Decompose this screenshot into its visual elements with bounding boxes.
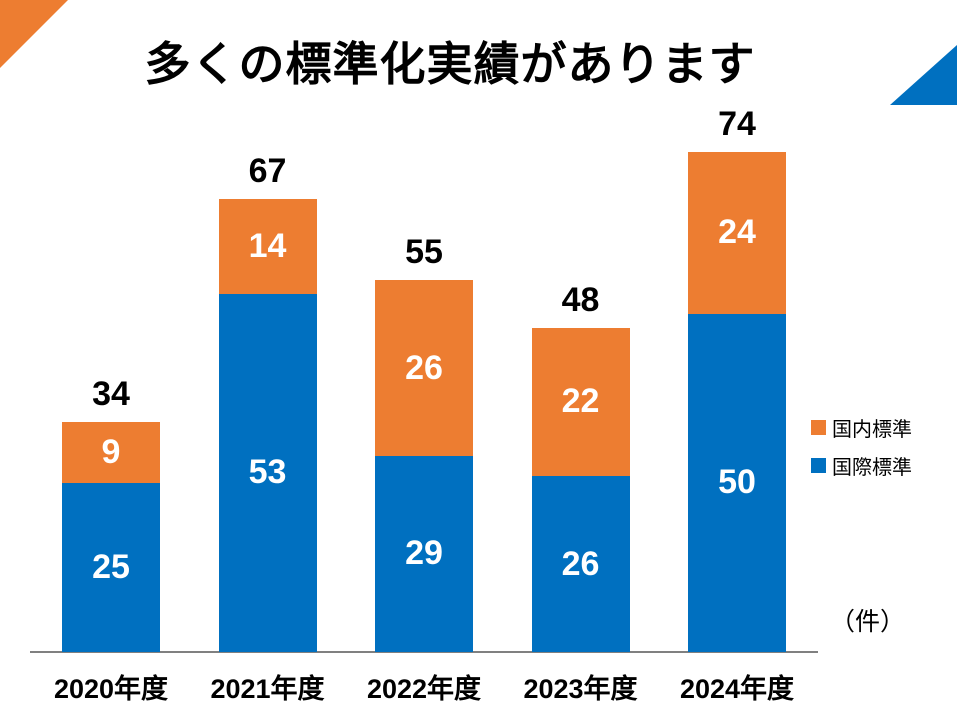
segment-international-standard: 53 (218, 293, 317, 652)
top-right-triangle-decoration (890, 45, 957, 105)
bar-total-label: 55 (405, 233, 443, 272)
x-axis-label: 2024年度 (679, 674, 795, 704)
x-axis-label: 2021年度 (210, 674, 325, 704)
bar-group: 74 24 50 (688, 105, 786, 652)
legend-label-domestic: 国内標準 (832, 419, 912, 441)
chart-legend: 国内標準 国際標準 (811, 413, 912, 480)
bar-total-label: 48 (561, 280, 600, 319)
segment-domestic-standard: 26 (375, 280, 473, 456)
bar-group: 55 26 29 (375, 233, 473, 652)
bar-total-label: 74 (718, 104, 756, 143)
segment-international-standard: 25 (62, 482, 160, 652)
segment-domestic-standard: 22 (531, 327, 630, 477)
chart-title: 多くの標準化実績があります (144, 38, 756, 90)
segment-domestic-standard: 14 (218, 199, 317, 294)
segment-domestic-standard: 9 (62, 422, 160, 483)
segment-domestic-standard: 24 (688, 151, 786, 314)
x-axis-label: 2020年度 (53, 674, 169, 704)
x-axis-line (30, 651, 818, 653)
legend-swatch-domestic-icon (811, 420, 826, 435)
top-left-triangle-decoration (0, 0, 68, 68)
bar-total-label: 34 (92, 375, 130, 414)
segment-international-standard: 50 (688, 313, 786, 652)
segment-international-standard: 26 (531, 476, 630, 652)
bar-group: 34 9 25 (62, 375, 160, 652)
segment-international-standard: 29 (375, 455, 473, 652)
bar-total-label: 67 (248, 152, 287, 191)
legend-item-domestic: 国内標準 (811, 413, 912, 442)
bar-group: 67 14 53 (218, 152, 317, 652)
bar-group: 48 22 26 (531, 281, 630, 652)
x-axis-label: 2023年度 (523, 674, 638, 704)
unit-label: （件） (830, 608, 906, 636)
legend-swatch-international-icon (811, 458, 826, 473)
legend-label-international: 国際標準 (832, 457, 912, 479)
x-axis-label: 2022年度 (366, 674, 482, 704)
legend-item-international: 国際標準 (811, 451, 912, 480)
